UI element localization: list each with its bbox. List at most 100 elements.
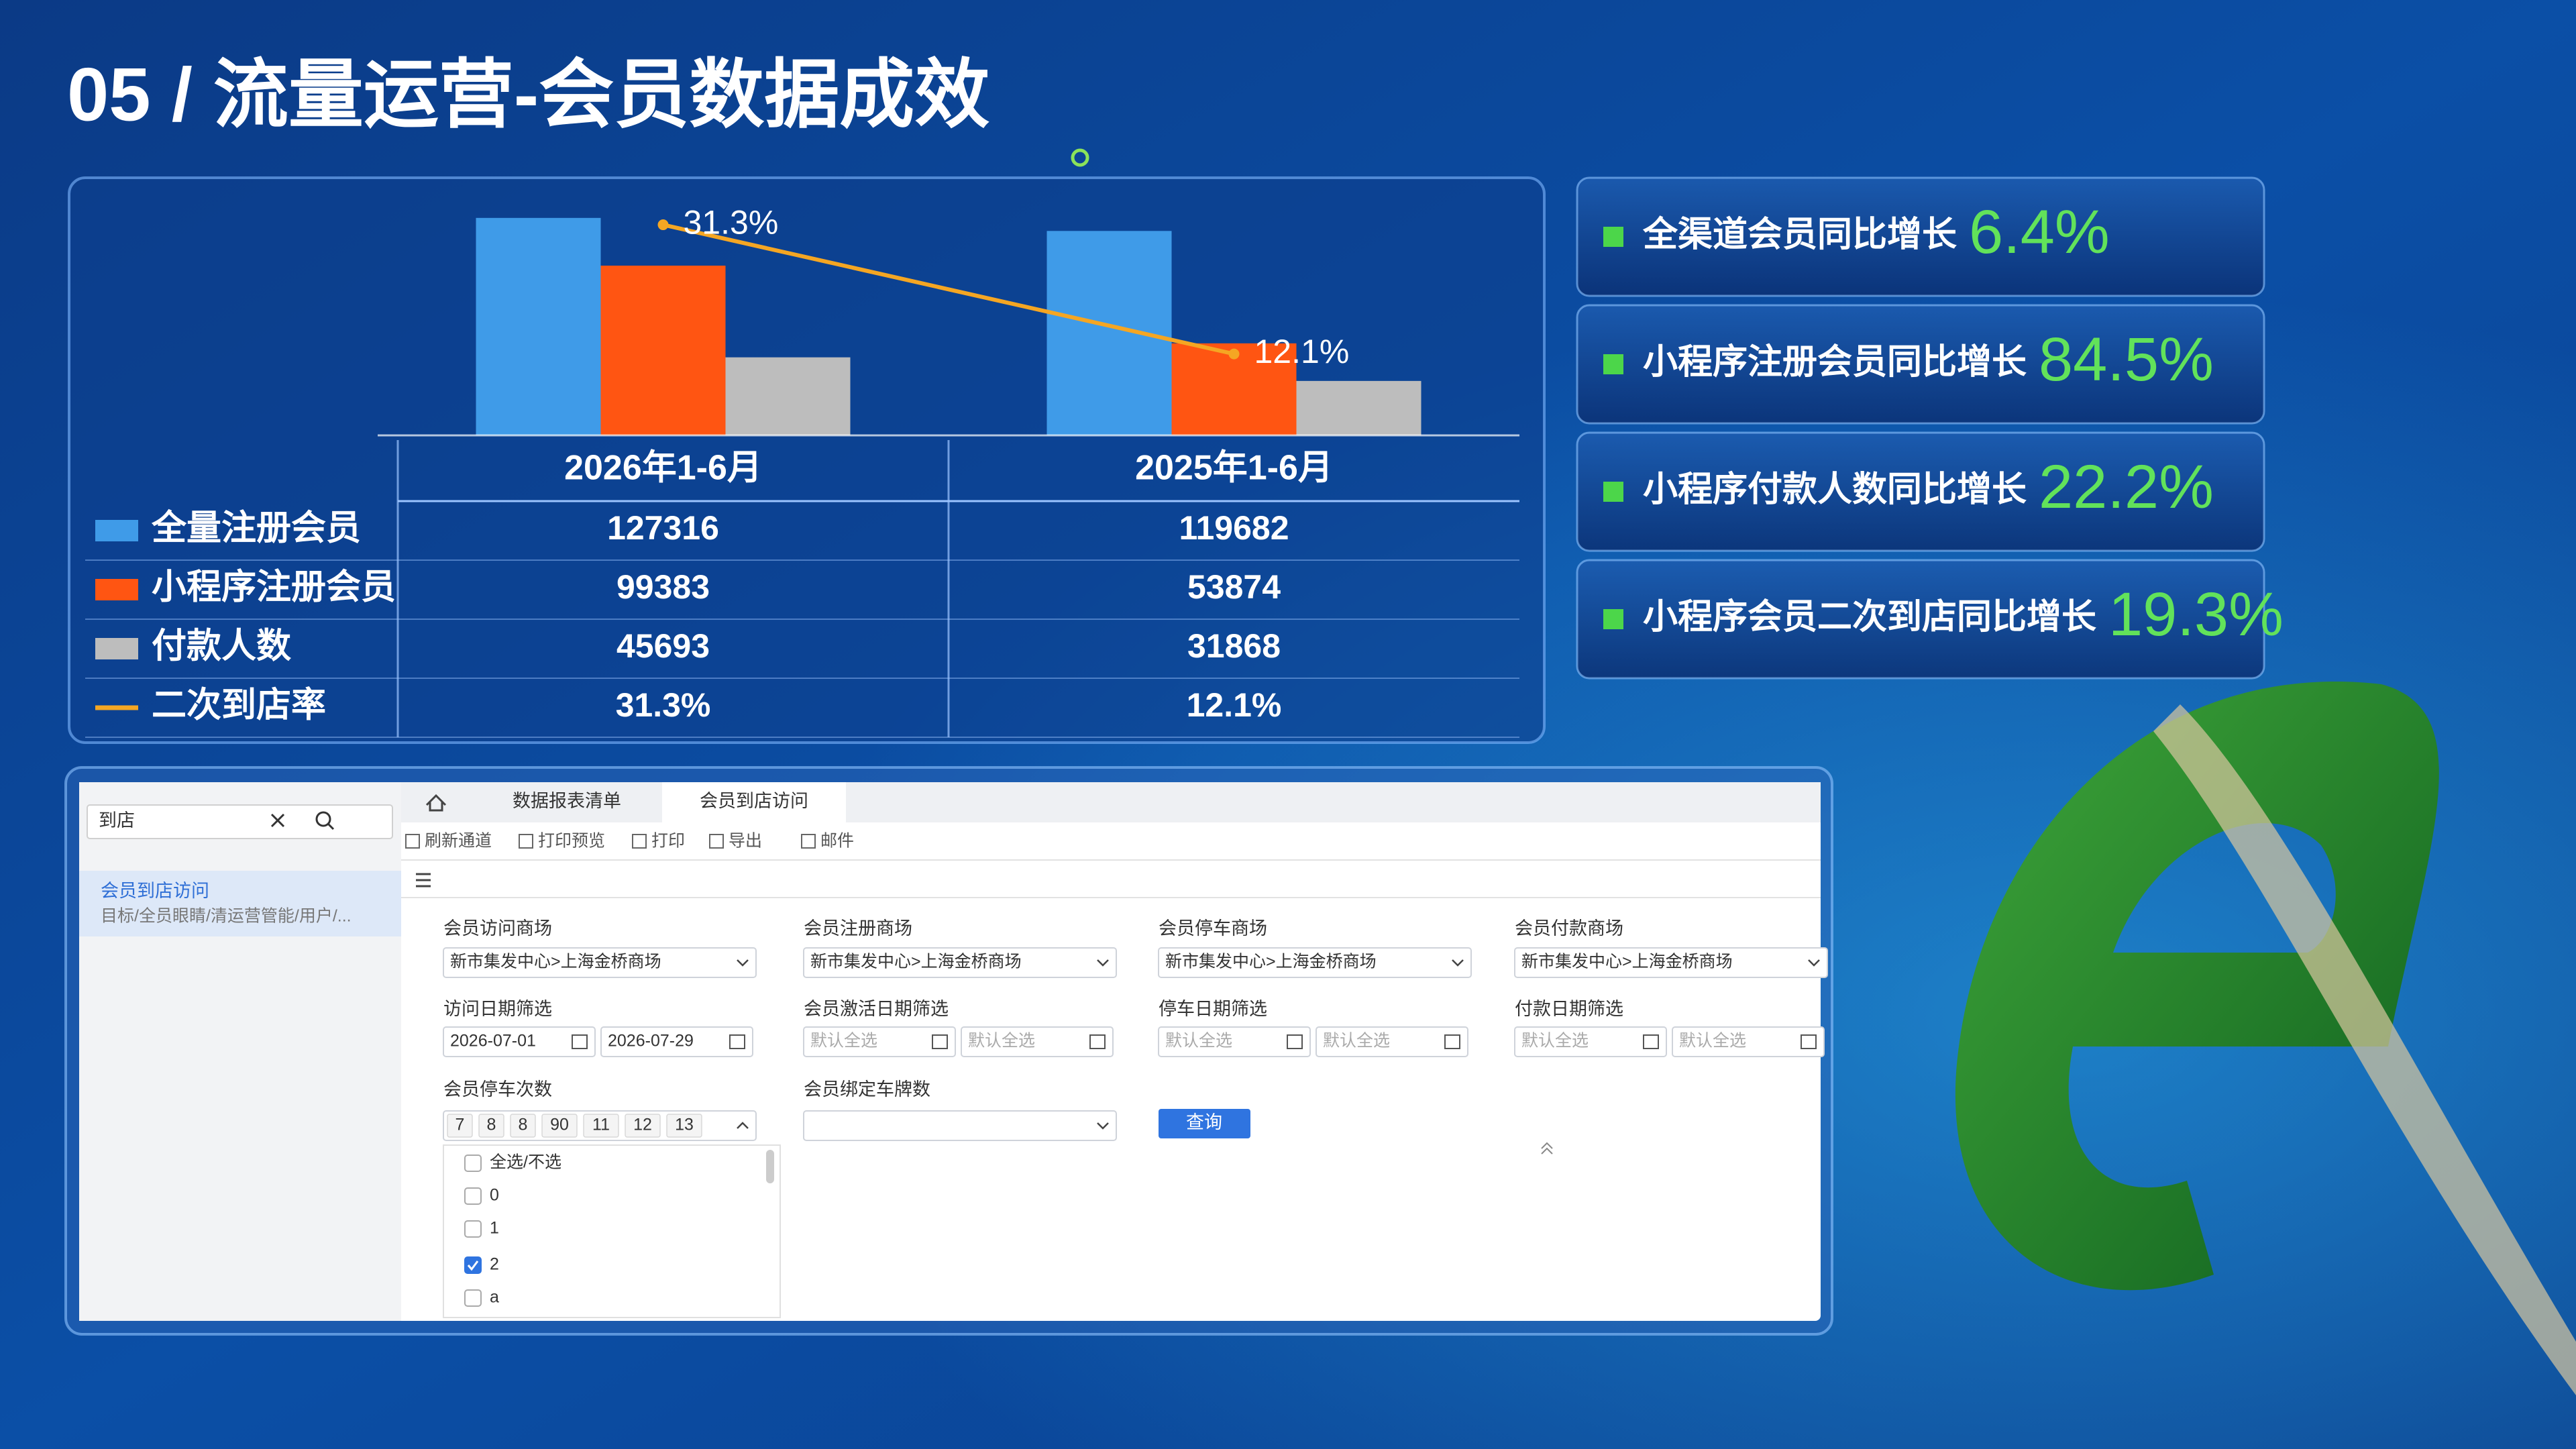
chart-panel: [68, 176, 1546, 744]
date-input[interactable]: [803, 1026, 956, 1057]
date-value: 默认全选: [810, 1032, 877, 1051]
kpi-label: 小程序付款人数同比增长: [1643, 470, 2027, 509]
calendar-icon: [1444, 1034, 1460, 1049]
toolbar-item[interactable]: 打印预览: [538, 832, 605, 851]
date-input[interactable]: [1316, 1026, 1468, 1057]
table-cell: 53874: [1187, 568, 1281, 606]
chip-text: 12: [633, 1116, 652, 1134]
line-series: [662, 223, 1235, 356]
toolbar-item[interactable]: 邮件: [820, 832, 854, 851]
table-cell: 99383: [616, 568, 710, 606]
option-label[interactable]: 全选/不选: [490, 1153, 561, 1172]
date-value: 默认全选: [968, 1032, 1035, 1051]
home-icon[interactable]: [425, 794, 447, 812]
chip: [666, 1114, 702, 1138]
field-label: 会员停车次数: [443, 1079, 552, 1099]
date-input[interactable]: [961, 1026, 1114, 1057]
dropdown: [443, 1144, 781, 1318]
calendar-icon: [1801, 1034, 1817, 1049]
select-value: 新市集发中心>上海金桥商场: [1165, 953, 1377, 971]
table-cell: 31868: [1187, 627, 1281, 665]
query-button-text[interactable]: 查询: [1186, 1112, 1222, 1132]
collapse-icon[interactable]: [1541, 1142, 1553, 1155]
bar: [600, 265, 726, 435]
checkbox[interactable]: [464, 1256, 482, 1274]
toolbar-icon: [709, 834, 724, 849]
kpi-marker: [1603, 609, 1623, 629]
date-input[interactable]: [1672, 1026, 1825, 1057]
date-value: 默认全选: [1165, 1032, 1232, 1051]
legend-label: 全量注册会员: [151, 508, 361, 548]
kpi-value: 22.2%: [2039, 453, 2214, 521]
caret-down: [1452, 959, 1464, 967]
checkbox[interactable]: [464, 1289, 482, 1307]
toolbar-icon: [519, 834, 533, 849]
query-button[interactable]: [1159, 1109, 1250, 1138]
kpi-text: 小程序会员二次到店同比增长 19.3%: [1643, 580, 2284, 649]
menu-path: 目标/全员眼睛/清运营管能/用户/...: [101, 907, 352, 926]
line-point: [657, 219, 669, 231]
line-point: [1228, 348, 1240, 360]
toolbar-item[interactable]: 打印: [651, 832, 685, 851]
toolbar-item[interactable]: 导出: [729, 832, 762, 851]
list-icon[interactable]: [416, 873, 431, 888]
search-icon-handle: [327, 822, 335, 830]
kpi-text: 全渠道会员同比增长 6.4%: [1642, 198, 2110, 266]
date-input[interactable]: [1514, 1026, 1667, 1057]
table-cell: 12.1%: [1187, 686, 1282, 724]
select[interactable]: [443, 947, 757, 978]
tab[interactable]: 会员到店访问: [700, 791, 808, 811]
chip: [478, 1114, 504, 1138]
date-input[interactable]: [443, 1026, 596, 1057]
tab-bar: [401, 782, 1821, 822]
checkbox[interactable]: [464, 1220, 482, 1238]
chip: [541, 1114, 578, 1138]
toolbar-item[interactable]: 刷新通道: [425, 832, 492, 851]
toolbar-icon: [801, 834, 816, 849]
data-label: 12.1%: [1254, 333, 1350, 370]
select-value: 新市集发中心>上海金桥商场: [1521, 953, 1733, 971]
clear-icon[interactable]: [270, 813, 285, 828]
search-icon[interactable]: [315, 811, 331, 827]
calendar-icon: [572, 1034, 588, 1049]
date-value: 默认全选: [1521, 1032, 1589, 1051]
select-value: 新市集发中心>上海金桥商场: [450, 953, 661, 971]
select[interactable]: [1158, 947, 1472, 978]
chip-text: 90: [550, 1116, 569, 1134]
field-label: 付款日期筛选: [1515, 999, 1623, 1019]
option-label[interactable]: 2: [490, 1255, 499, 1274]
select[interactable]: [803, 1110, 1117, 1141]
date-input[interactable]: [600, 1026, 753, 1057]
kpi-value: 6.4%: [1969, 198, 2110, 266]
kpi-value: 84.5%: [2039, 325, 2214, 394]
date-input[interactable]: [1158, 1026, 1311, 1057]
search-box[interactable]: [87, 804, 393, 839]
option-label[interactable]: a: [490, 1288, 499, 1307]
chip-text: 7: [455, 1116, 465, 1134]
chip-text: 11: [592, 1116, 610, 1134]
checkbox[interactable]: [464, 1155, 482, 1172]
tab[interactable]: 数据报表清单: [513, 791, 621, 811]
kpi-label: 小程序注册会员同比增长: [1643, 343, 2027, 382]
menu-item[interactable]: 会员到店访问: [101, 881, 209, 901]
field-label: 会员访问商场: [443, 918, 552, 938]
calendar-icon: [1287, 1034, 1303, 1049]
date-value: 默认全选: [1679, 1032, 1746, 1051]
legend-label: 付款人数: [152, 627, 291, 666]
select[interactable]: [1514, 947, 1828, 978]
column-header: 2025年1-6月: [1135, 449, 1333, 488]
select[interactable]: [803, 947, 1117, 978]
chip-text: 13: [675, 1116, 694, 1134]
chip: [447, 1114, 473, 1138]
kpi-marker: [1603, 354, 1623, 374]
field-label: 停车日期筛选: [1159, 999, 1267, 1019]
kpi-label: 小程序会员二次到店同比增长: [1643, 598, 2096, 637]
calendar-icon: [1089, 1034, 1106, 1049]
checkbox[interactable]: [464, 1187, 482, 1205]
active-tab[interactable]: [662, 782, 846, 822]
calendar-icon: [932, 1034, 948, 1049]
menu-item-highlight[interactable]: [79, 871, 401, 936]
option-label[interactable]: 0: [490, 1186, 499, 1205]
option-label[interactable]: 1: [490, 1219, 499, 1238]
